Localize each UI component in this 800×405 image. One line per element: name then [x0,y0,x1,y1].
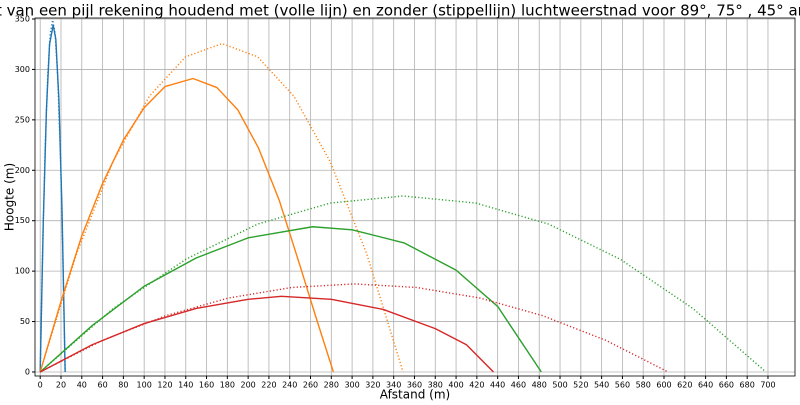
x-tick-label: 340 [386,381,401,390]
y-tick-label: 0 [25,367,30,376]
lines [39,19,767,373]
x-tick-label: 300 [344,381,359,390]
x-tick-label: 480 [532,381,547,390]
x-tick-label: 320 [365,381,380,390]
x-tick-label: 420 [469,381,484,390]
plot-frame [34,17,796,377]
x-tick-label: 440 [490,381,505,390]
x-tick-label: 140 [178,381,193,390]
trajectory-line [39,195,767,373]
x-tick-label: 240 [282,381,297,390]
x-tick-label: 200 [240,381,255,390]
x-tick-label: 80 [118,381,128,390]
x-tick-label: 220 [261,381,276,390]
x-tick-label: 380 [428,381,443,390]
x-tick-label: 180 [220,381,235,390]
grid [35,18,795,376]
trajectory-line [39,77,335,373]
x-tick-label: 540 [594,381,609,390]
x-tick-label: 660 [719,381,734,390]
y-tick-label: 350 [15,15,30,24]
y-tick-label: 100 [15,267,30,276]
x-tick-label: 160 [199,381,214,390]
trajectory-line [39,42,404,373]
x-tick-label: 400 [448,381,463,390]
x-tick-label: 520 [573,381,588,390]
x-tick-label: 360 [407,381,422,390]
x-tick-label: 20 [56,381,66,390]
y-axis-label: Hoogte (m) [3,163,17,231]
x-tick-label: 260 [303,381,318,390]
x-tick-label: 120 [157,381,172,390]
trajectory-line [39,226,542,373]
trajectory-line [39,295,494,373]
x-tick-label: 0 [38,381,43,390]
x-tick-label: 500 [552,381,567,390]
x-tick-label: 280 [324,381,339,390]
y-tick-label: 300 [15,65,30,74]
x-tick-label: 580 [636,381,651,390]
x-tick-label: 680 [740,381,755,390]
x-tick-label: 600 [656,381,671,390]
y-tick-label: 150 [15,216,30,225]
x-tick-label: 40 [77,381,87,390]
x-tick-label: 560 [615,381,630,390]
y-tick-label: 50 [20,317,30,326]
y-tick-label: 250 [15,115,30,124]
y-tick-label: 200 [15,166,30,175]
x-tick-label: 700 [760,381,775,390]
x-tick-label: 460 [511,381,526,390]
x-tick-label: 60 [97,381,107,390]
x-tick-label: 640 [698,381,713,390]
chart-title: Traject van een pijl rekening houdend me… [0,2,800,20]
x-tick-label: 620 [677,381,692,390]
x-tick-label: 100 [137,381,152,390]
x-axis-label: Afstand (m) [380,388,450,402]
